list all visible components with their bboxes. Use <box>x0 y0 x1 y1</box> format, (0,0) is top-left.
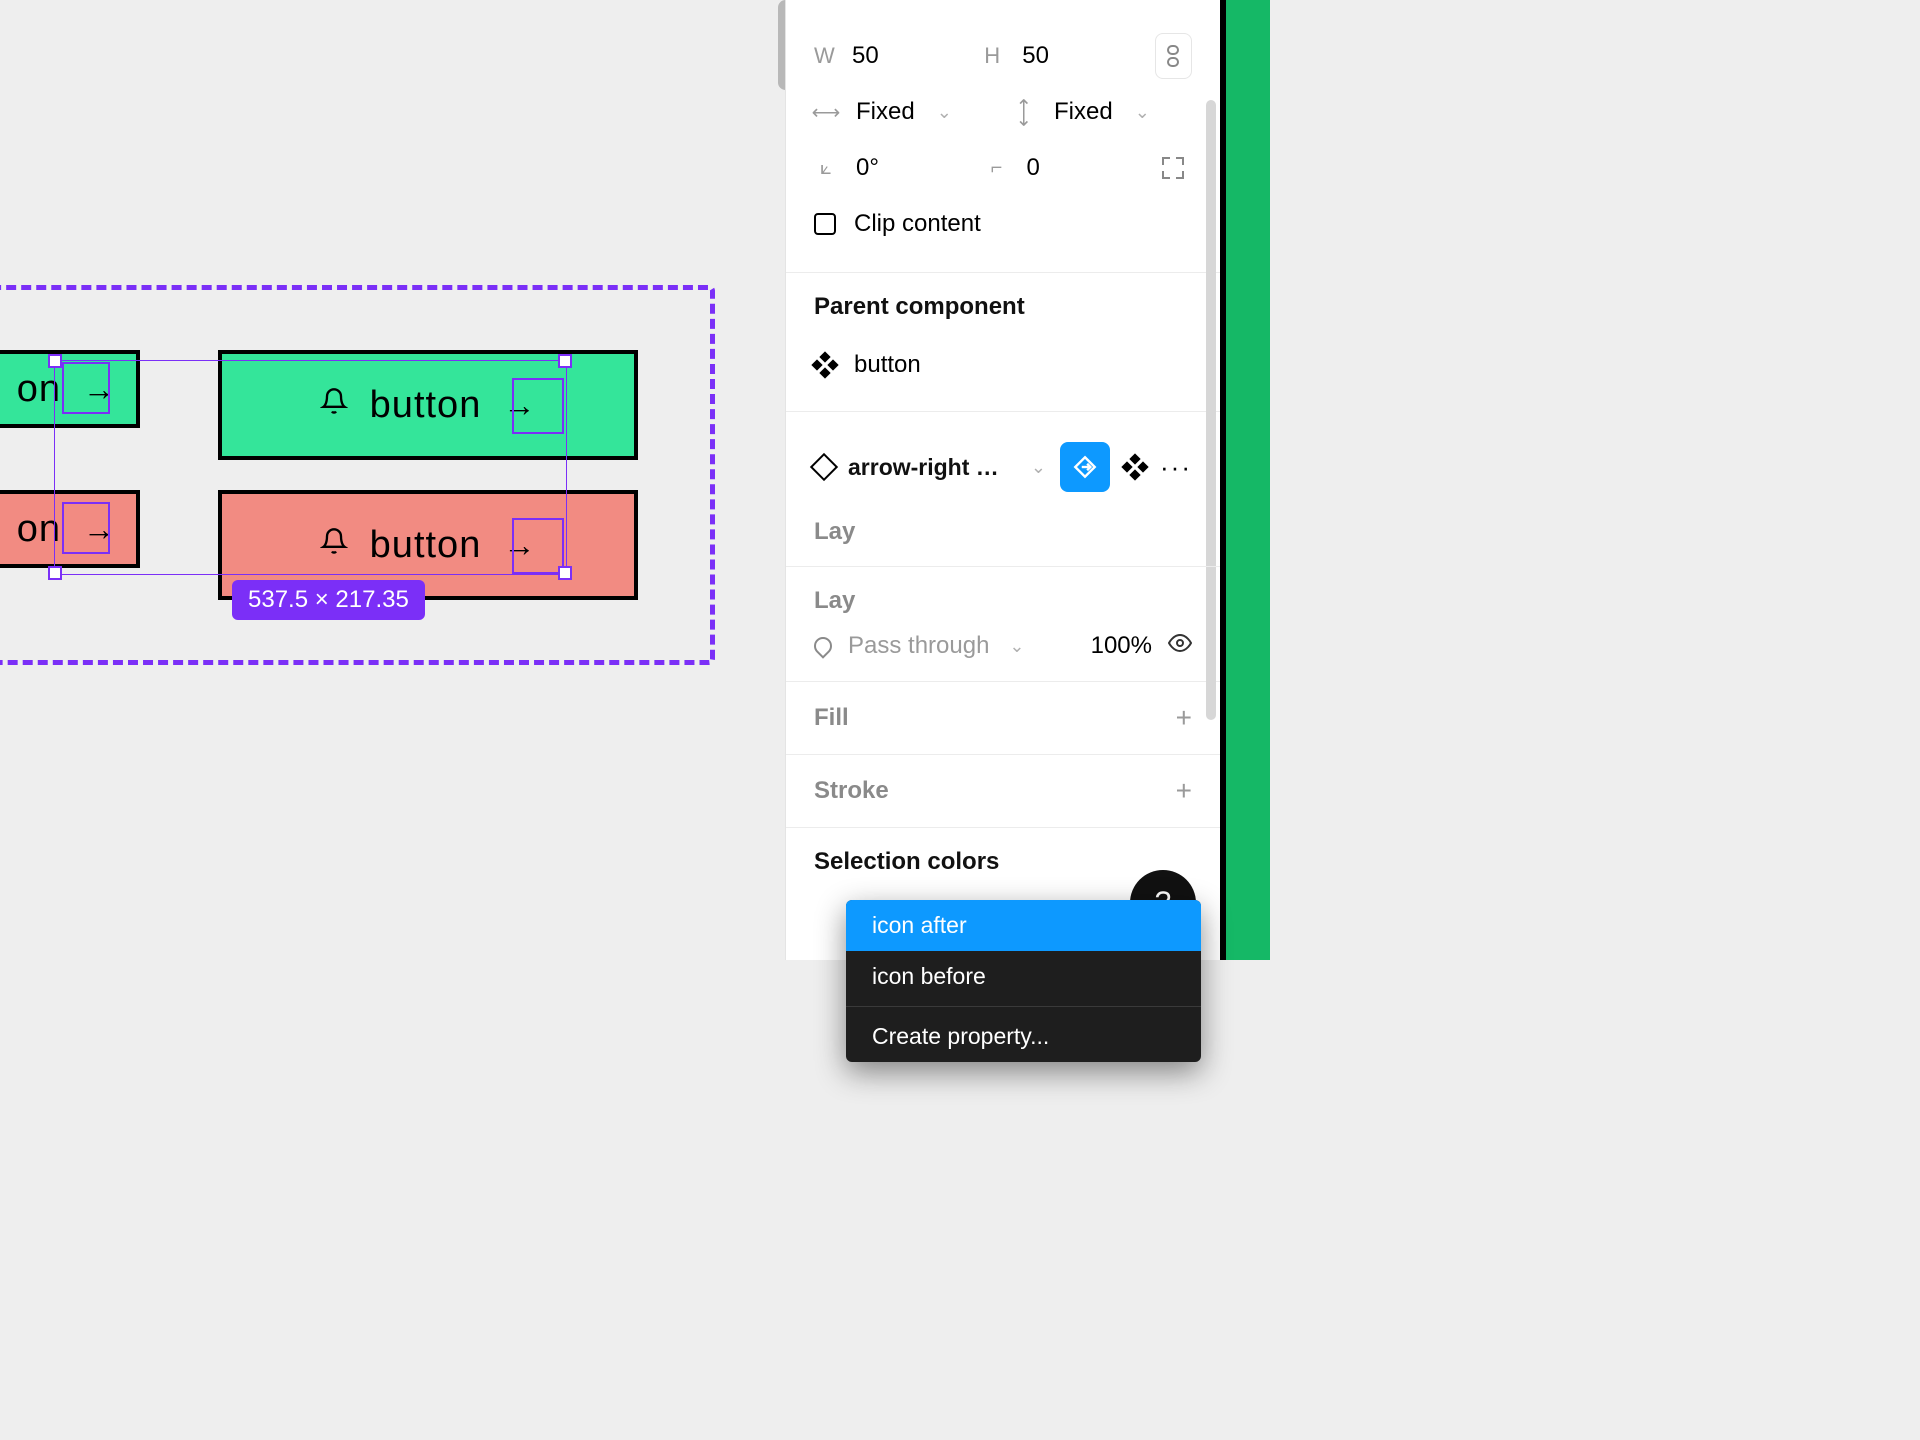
more-options-button[interactable]: ··· <box>1160 452 1192 483</box>
link-chain-icon <box>1167 45 1179 67</box>
vertical-constraint[interactable]: Fixed <box>1054 98 1113 126</box>
selection-handle[interactable] <box>558 354 572 368</box>
rotation-value[interactable]: 0° <box>856 154 879 182</box>
layout-section-title-obscured: Lay <box>814 518 855 545</box>
selection-handle[interactable] <box>48 354 62 368</box>
link-dimensions-button[interactable] <box>1155 33 1192 79</box>
visibility-toggle-icon[interactable] <box>1168 631 1192 661</box>
blend-mode-icon <box>810 633 835 658</box>
add-stroke-button[interactable]: + <box>1176 775 1192 807</box>
width-label: W <box>814 43 834 69</box>
fill-section-title: Fill <box>814 704 849 732</box>
independent-corners-button[interactable] <box>1155 145 1192 191</box>
stroke-section-title: Stroke <box>814 777 889 805</box>
parent-component-section: Parent component button <box>786 273 1220 412</box>
selection-colors-title: Selection colors <box>814 848 999 875</box>
design-canvas[interactable]: on → button → on → button → 537.5 × 217.… <box>0 0 785 960</box>
dropdown-item-icon-after[interactable]: icon after <box>846 900 1201 951</box>
properties-panel: W 50 H 50 ⟷ Fixed ⌄ ⟷ Fixed ⌄ <box>785 0 1220 960</box>
selection-handle[interactable] <box>48 566 62 580</box>
blend-mode-value[interactable]: Pass through <box>848 632 989 660</box>
selection-handle[interactable] <box>558 566 572 580</box>
property-dropdown: icon after icon before Create property..… <box>846 900 1201 1062</box>
fill-section: Fill + <box>786 682 1220 755</box>
selection-dimensions-badge: 537.5 × 217.35 <box>232 580 425 620</box>
layer-section-title-obscured: Lay <box>814 587 1192 615</box>
instance-icon <box>810 453 838 481</box>
corner-radius-value[interactable]: 0 <box>1026 154 1039 182</box>
rotation-icon: ⟀ <box>814 157 838 180</box>
stroke-section: Stroke + <box>786 755 1220 828</box>
height-label: H <box>984 43 1004 69</box>
corner-radius-icon: ⌐ <box>984 157 1008 180</box>
horizontal-constraint[interactable]: Fixed <box>856 98 915 126</box>
vertical-resize-icon: ⟷ <box>1012 100 1037 124</box>
chevron-down-icon: ⌄ <box>1135 102 1150 123</box>
layer-section: Lay Pass through ⌄ 100% <box>786 567 1220 682</box>
go-to-main-component-icon[interactable] <box>1124 456 1146 478</box>
outer-green-background <box>1226 0 1270 960</box>
expand-corners-icon <box>1162 157 1184 179</box>
chevron-down-icon[interactable]: ⌄ <box>1009 636 1024 657</box>
height-value[interactable]: 50 <box>1022 42 1049 70</box>
apply-instance-swap-button[interactable] <box>1060 442 1110 492</box>
instance-section: arrow-right … ⌄ ··· icon after icon befo… <box>786 412 1220 567</box>
clip-content-checkbox[interactable] <box>814 213 836 235</box>
add-fill-button[interactable]: + <box>1176 702 1192 734</box>
chevron-down-icon: ⌄ <box>937 102 952 123</box>
dropdown-item-icon-before[interactable]: icon before <box>846 951 1201 1002</box>
canvas-scrollbar[interactable] <box>778 0 785 90</box>
clip-content-label: Clip content <box>854 210 981 238</box>
chevron-down-icon[interactable]: ⌄ <box>1031 457 1046 478</box>
dropdown-item-create-property[interactable]: Create property... <box>846 1011 1201 1062</box>
horizontal-resize-icon: ⟷ <box>814 100 838 125</box>
width-value[interactable]: 50 <box>852 42 879 70</box>
panel-scrollbar[interactable] <box>1206 100 1216 720</box>
dropdown-divider <box>846 1006 1201 1007</box>
size-section: W 50 H 50 ⟷ Fixed ⌄ ⟷ Fixed ⌄ <box>786 0 1220 273</box>
instance-swap-name[interactable]: arrow-right … <box>848 454 1013 481</box>
opacity-value[interactable]: 100% <box>1091 632 1152 660</box>
group-selection-outline <box>54 360 567 575</box>
parent-component-name[interactable]: button <box>854 351 921 379</box>
component-set-icon <box>814 354 836 376</box>
parent-component-title: Parent component <box>814 293 1192 321</box>
